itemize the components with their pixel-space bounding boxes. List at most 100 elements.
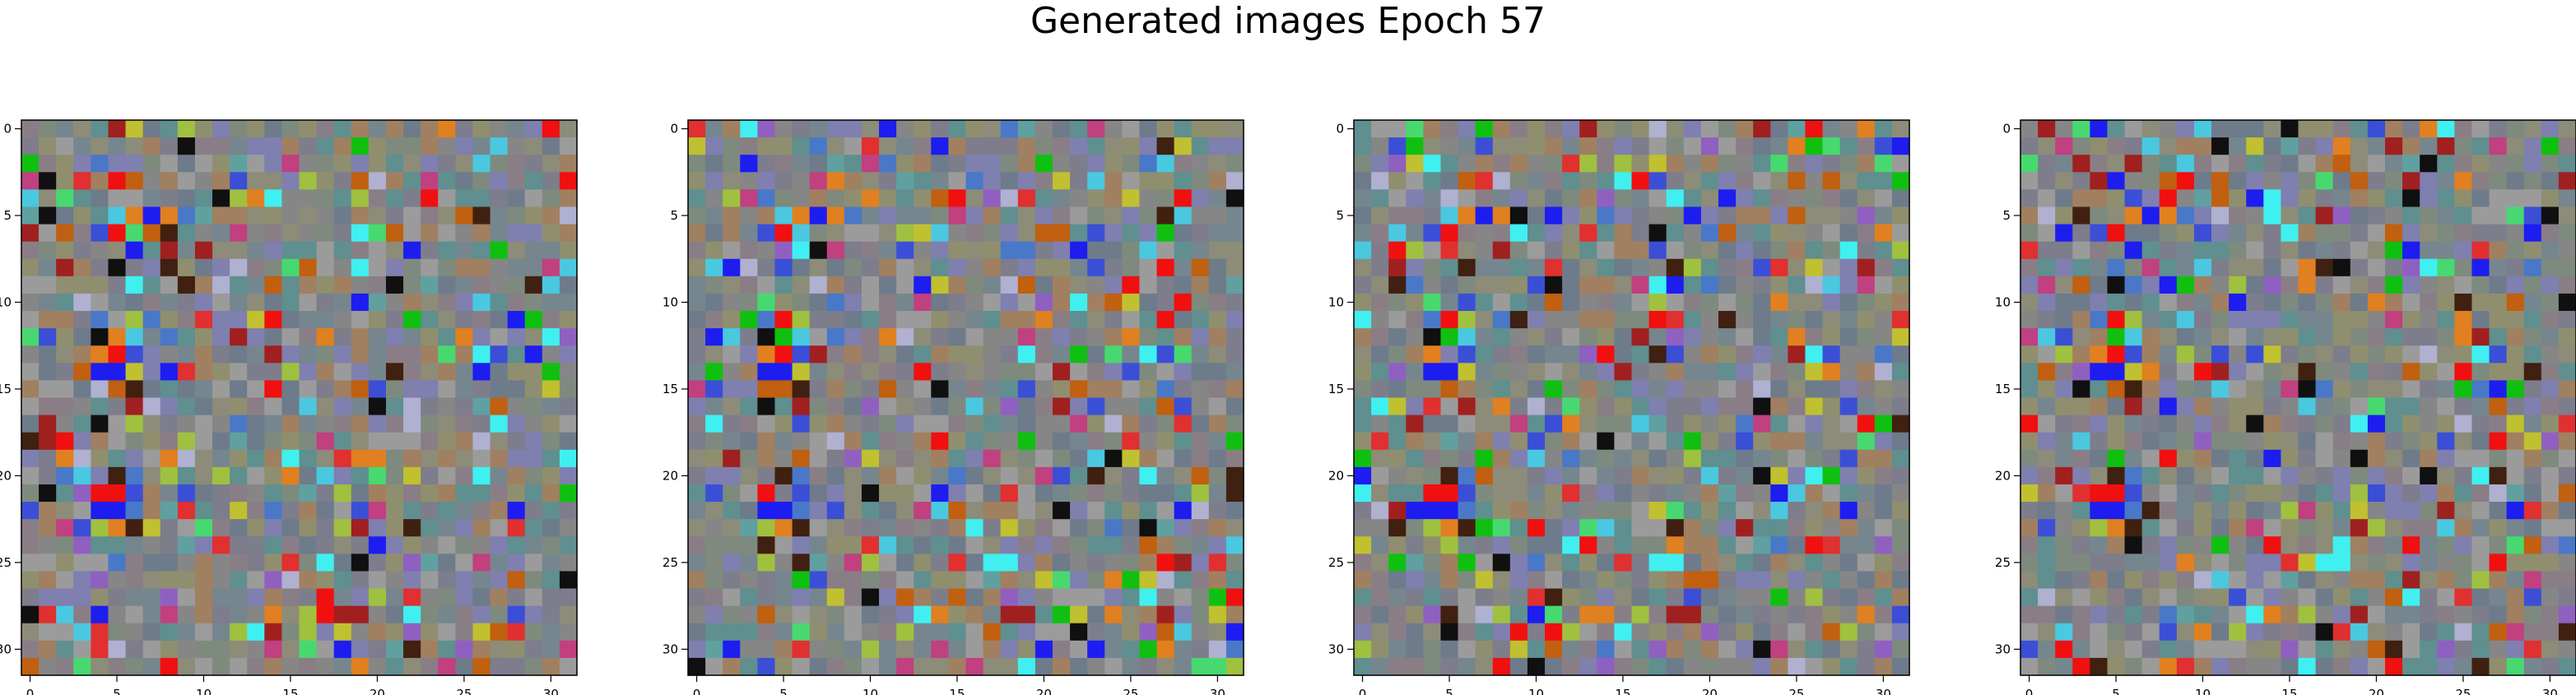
- pixel: [230, 554, 248, 572]
- pixel: [2281, 241, 2299, 260]
- x-tick-label: 25: [456, 687, 472, 695]
- pixel: [2141, 155, 2160, 173]
- pixel: [1874, 345, 1893, 364]
- pixel: [1527, 224, 1546, 243]
- pixel: [2298, 449, 2317, 468]
- pixel: [2072, 363, 2090, 381]
- pixel: [281, 120, 300, 138]
- pixel: [1225, 554, 1244, 572]
- pixel: [1545, 276, 1563, 294]
- pixel: [2471, 466, 2490, 485]
- pixel: [1736, 623, 1754, 642]
- pixel: [212, 554, 230, 572]
- pixel: [2523, 536, 2542, 554]
- pixel: [792, 502, 811, 520]
- pixel: [73, 380, 91, 399]
- pixel: [490, 466, 509, 485]
- pixel: [1035, 536, 1053, 554]
- pixel: [1562, 536, 1580, 554]
- pixel: [56, 172, 74, 190]
- pixel: [948, 605, 967, 624]
- pixel: [2541, 484, 2560, 503]
- pixel: [1805, 536, 1824, 554]
- pixel: [1000, 605, 1019, 624]
- pixel: [705, 415, 723, 433]
- pixel: [1104, 311, 1123, 329]
- pixel: [688, 311, 706, 329]
- pixel: [2246, 345, 2264, 364]
- pixel: [861, 536, 880, 554]
- pixel: [1052, 363, 1071, 381]
- pixel: [2229, 189, 2247, 208]
- pixel: [2072, 449, 2090, 468]
- pixel: [948, 345, 967, 364]
- pixel: [2454, 206, 2473, 225]
- pixel: [2281, 155, 2299, 173]
- pixel: [194, 657, 213, 676]
- pixel: [740, 345, 758, 364]
- pixel: [1104, 328, 1123, 346]
- pixel: [524, 657, 543, 676]
- pixel: [2159, 519, 2178, 537]
- pixel: [2229, 571, 2247, 590]
- pixel: [2350, 155, 2369, 173]
- pixel: [809, 657, 828, 676]
- pixel: [316, 605, 335, 624]
- pixel: [757, 466, 776, 485]
- pixel: [2263, 397, 2281, 416]
- pixel: [1475, 155, 1494, 173]
- pixel: [1122, 640, 1141, 659]
- pixel: [108, 293, 127, 312]
- pixel: [2107, 397, 2126, 416]
- pixel: [2211, 415, 2230, 433]
- pixel: [142, 311, 161, 329]
- pixel: [1104, 623, 1123, 642]
- pixel: [142, 155, 161, 173]
- pixel: [2055, 432, 2073, 451]
- pixel: [559, 120, 578, 138]
- pixel: [1648, 293, 1667, 312]
- pixel: [2420, 536, 2438, 554]
- pixel: [1139, 120, 1158, 138]
- pixel: [108, 137, 127, 155]
- pixel: [1139, 380, 1158, 399]
- pixel: [1017, 466, 1036, 485]
- pixel: [2332, 276, 2351, 294]
- pixel: [1104, 293, 1123, 312]
- pixel: [2367, 172, 2386, 190]
- pixel: [1104, 189, 1123, 208]
- pixel: [403, 519, 421, 537]
- pixel: [142, 605, 161, 624]
- y-tick-label: 25: [0, 555, 12, 570]
- pixel: [1666, 449, 1685, 468]
- pixel: [507, 623, 526, 642]
- pixel: [2246, 311, 2264, 329]
- pixel: [194, 554, 213, 572]
- pixel: [1874, 466, 1893, 485]
- pixel: [2350, 554, 2369, 572]
- pixel: [1579, 311, 1597, 329]
- pixel: [1545, 137, 1563, 155]
- pixel: [2420, 623, 2438, 642]
- pixel: [316, 206, 335, 225]
- pixel: [1822, 484, 1841, 503]
- pixel: [1527, 657, 1546, 676]
- pixel: [21, 155, 40, 173]
- pixel: [2263, 137, 2281, 155]
- pixel: [1388, 502, 1407, 520]
- pixel: [2020, 502, 2039, 520]
- pixel: [861, 432, 880, 451]
- pixel: [1000, 345, 1019, 364]
- pixel: [2541, 640, 2560, 659]
- pixel: [2558, 363, 2576, 381]
- pixel: [2020, 155, 2039, 173]
- pixel: [73, 328, 91, 346]
- pixel: [1440, 380, 1459, 399]
- pixel: [21, 345, 40, 364]
- pixel: [421, 397, 439, 416]
- pixel: [1631, 449, 1650, 468]
- pixel: [1805, 588, 1824, 607]
- pixel: [1122, 293, 1141, 312]
- pixel: [2141, 224, 2160, 243]
- pixel: [723, 432, 741, 451]
